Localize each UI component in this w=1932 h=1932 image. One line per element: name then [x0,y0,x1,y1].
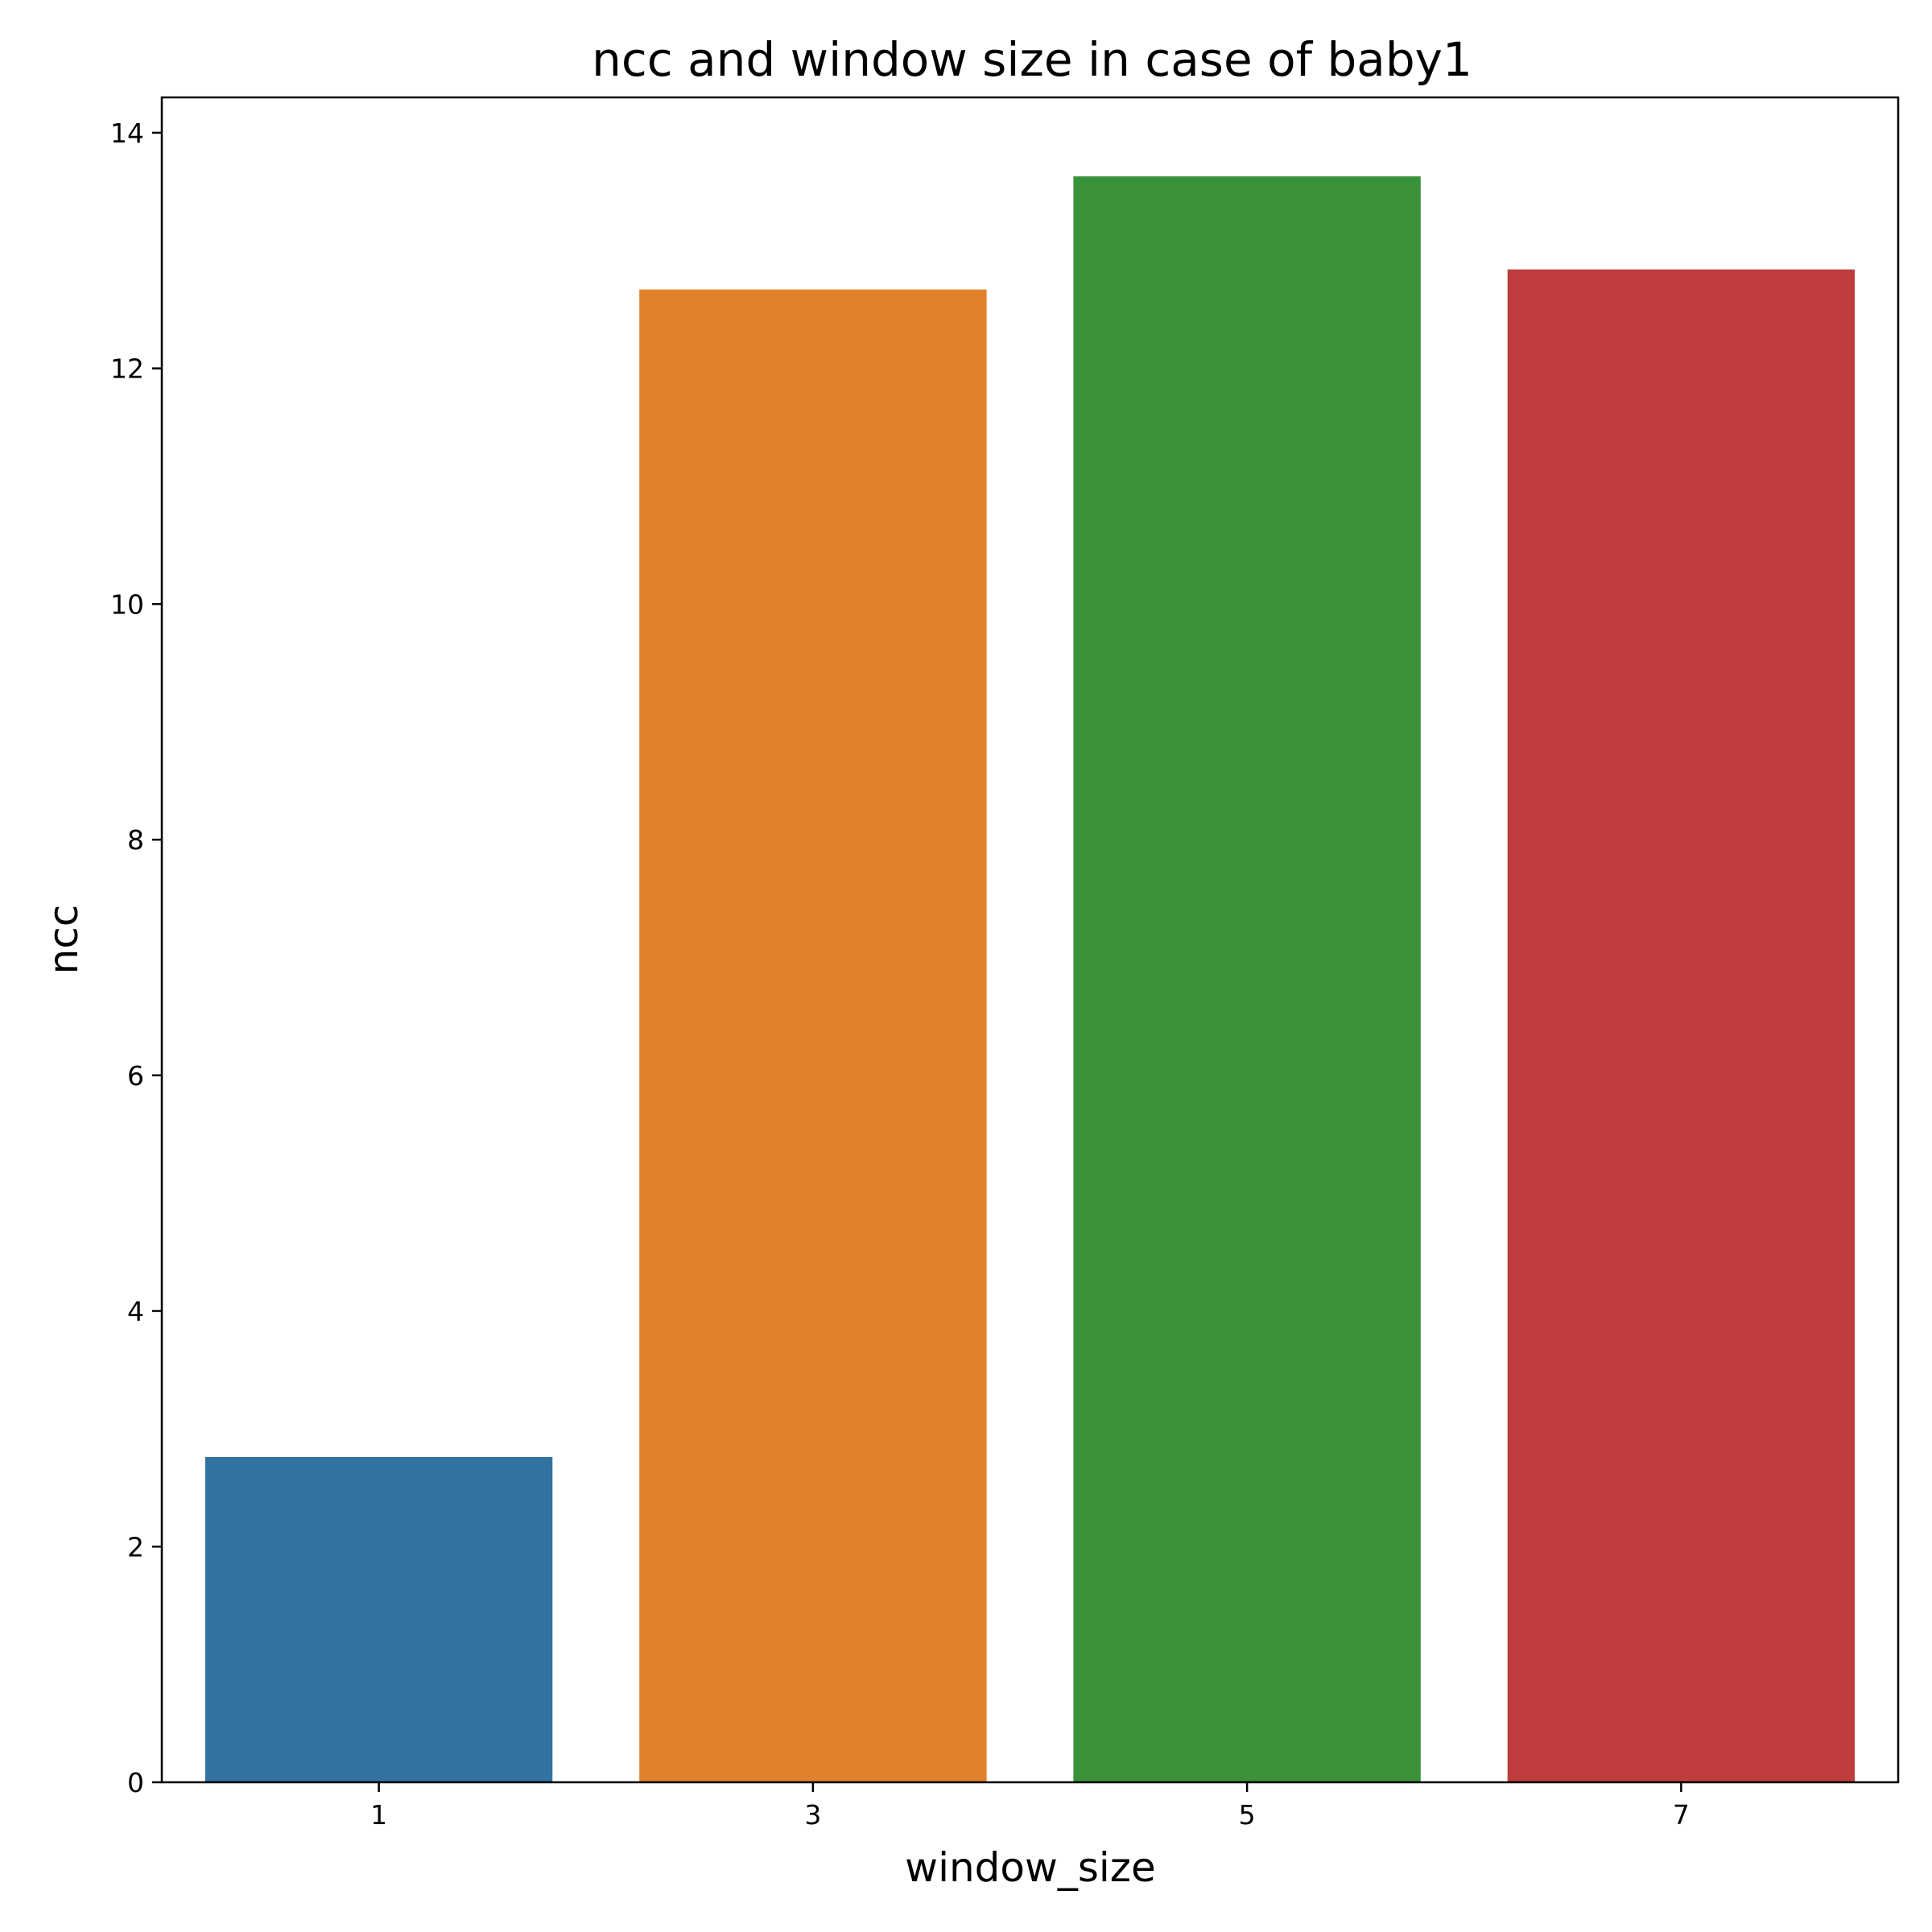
y-tick-label-6: 6 [127,1060,144,1092]
y-axis-title: ncc [40,905,87,975]
y-axis: 0 2 4 6 8 10 12 14 [110,118,162,1798]
x-tick-label-1: 1 [370,1799,387,1831]
plot-frame [160,96,1900,1784]
chart-title: ncc and window size in case of baby1 [592,32,1472,87]
x-axis: 1 3 5 7 [370,1782,1690,1831]
x-axis-title: window_size [905,1844,1156,1891]
bar-5 [1073,176,1421,1783]
y-tick-label-0: 0 [127,1767,144,1798]
bars-group [204,176,1856,1783]
y-tick-label-4: 4 [127,1296,144,1327]
bar-7 [1507,269,1856,1783]
x-tick-label-3: 3 [804,1799,821,1831]
y-tick-label-10: 10 [110,588,144,620]
y-tick-label-2: 2 [127,1531,144,1563]
y-tick-label-12: 12 [110,353,144,385]
bar-1 [204,1457,553,1782]
bar-3 [639,289,987,1783]
y-tick-label-8: 8 [127,824,144,856]
x-tick-label-5: 5 [1239,1799,1256,1831]
x-tick-label-7: 7 [1673,1799,1690,1831]
y-tick-label-14: 14 [110,118,144,149]
